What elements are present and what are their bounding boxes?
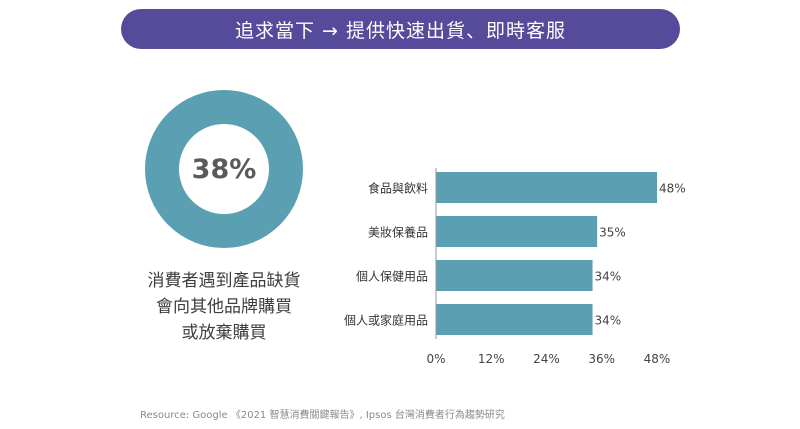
source-text: Resource: Google 《2021 智慧消費關鍵報告》, Ipsos … <box>140 410 505 421</box>
caption-line: 會向其他品牌購買 <box>156 297 292 317</box>
caption-line: 或放棄購買 <box>181 323 267 343</box>
x-tick-label: 24% <box>533 352 560 366</box>
banner-title: 追求當下 → 提供快速出貨、即時客服 <box>235 19 566 42</box>
donut-rest-segment <box>145 90 303 248</box>
category-label: 個人或家庭用品 <box>344 313 428 328</box>
bar <box>436 172 657 203</box>
donut-percent-text: 38% <box>191 153 257 185</box>
data-label: 34% <box>595 270 622 284</box>
source-note: Resource: Google 《2021 智慧消費關鍵報告》, Ipsos … <box>140 406 505 421</box>
bar <box>436 304 593 335</box>
bar <box>436 216 598 247</box>
x-tick-label: 0% <box>426 352 445 366</box>
category-label: 個人保健用品 <box>356 270 428 284</box>
caption-line: 消費者遇到產品缺貨 <box>147 271 301 291</box>
data-label: 48% <box>659 182 686 196</box>
donut-chart <box>145 90 303 248</box>
donut-caption: 消費者遇到產品缺貨 會向其他品牌購買 或放棄購買 <box>118 268 330 346</box>
title-banner: 追求當下 → 提供快速出貨、即時客服 <box>121 9 680 49</box>
x-tick-label: 48% <box>644 352 671 366</box>
data-label: 35% <box>599 226 626 240</box>
data-label: 34% <box>595 314 622 328</box>
category-label: 食品與飲料 <box>368 181 428 196</box>
bar-chart: 食品與飲料 48% 美妝保養品 35% 個人保健用品 34% 個人或家庭用品 34% 0% 12%… <box>344 168 686 366</box>
x-tick-label: 36% <box>588 352 615 366</box>
donut-value-label: 38% <box>140 85 308 253</box>
category-label: 美妝保養品 <box>368 225 428 240</box>
bar <box>436 260 593 291</box>
x-tick-label: 12% <box>478 352 505 366</box>
